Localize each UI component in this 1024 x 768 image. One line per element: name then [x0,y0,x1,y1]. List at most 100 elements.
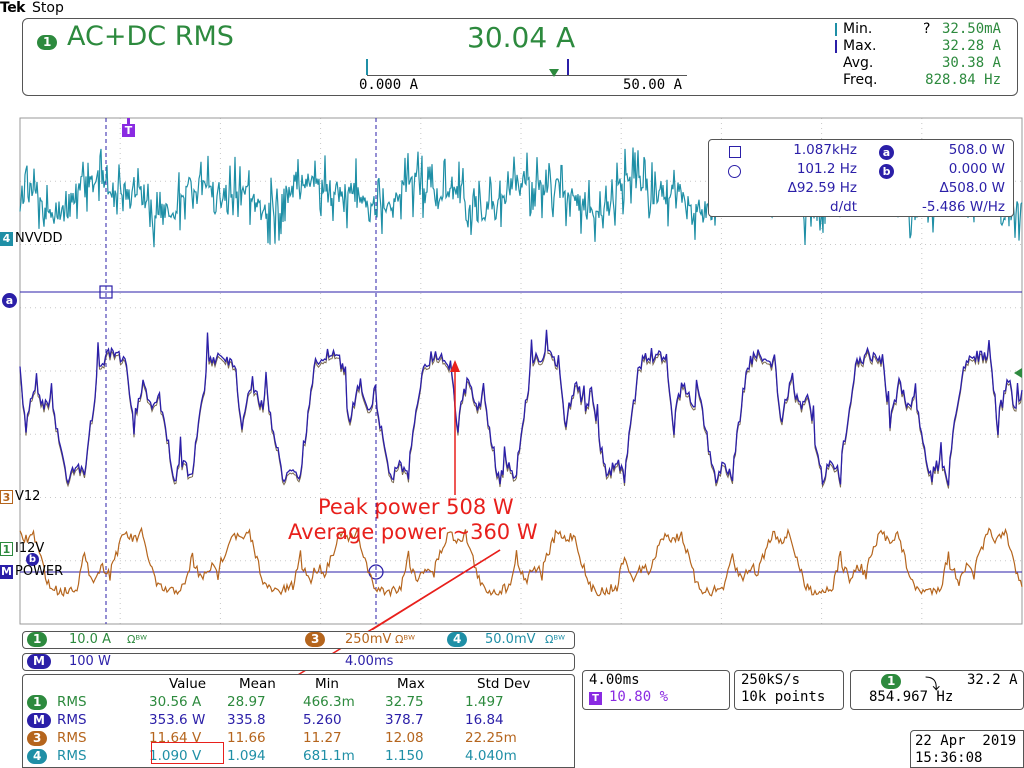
row-channel-badge: 4 [27,749,48,764]
table-cell: 4.040m [465,748,517,764]
trigger-ch-badge: 1 [881,674,902,689]
cursor-left-value: Δ92.59 Hz [787,180,857,196]
stat-label: Freq. [843,72,878,88]
math-power-trace [19,329,1023,486]
cursor-right-value: 508.0 W [948,142,1005,158]
table-cell: 335.8 [227,712,266,728]
ch1-name: I12V [15,541,45,556]
table-cell: 1.090 V [149,748,202,764]
math-badge: M [0,565,13,579]
peak-arrow-head-icon [450,360,460,372]
scale-ch1-suffix: Ωᴮᵂ [127,633,148,646]
cursor-right-value: 0.000 W [948,161,1005,177]
measurement-header-panel[interactable]: 1 AC+DC RMS 30.04 A 0.000 A 50.00 A Min.… [22,18,1018,96]
trigger-pos-icon: T [589,692,602,705]
row-channel-badge: M [27,713,51,728]
cursor-a-square-icon [99,285,113,299]
record-length: 10k points [741,689,826,705]
row-channel-badge: 3 [27,731,48,746]
vertical-scale-panel[interactable]: 1 10.0 A Ωᴮᵂ 3 250mV Ωᴮᵂ 4 50.0mV Ωᴮᵂ [22,631,575,649]
acquisition-state: Stop [32,0,64,16]
scale-math-badge: M [27,654,51,669]
ch3-v12-trace [19,526,1023,598]
row-type: RMS [57,730,87,746]
scale-ch3-suffix: Ωᴮᵂ [395,633,416,646]
ch3-label[interactable]: 3 V12 [0,489,40,505]
math-power-shadow-trace [19,332,1023,489]
row-type: RMS [57,748,87,764]
table-header-cell: Mean [239,676,276,692]
table-cell: 5.260 [303,712,342,728]
table-cell: 11.66 [227,730,266,746]
table-cell: 1.150 [385,748,424,764]
table-cell: 16.84 [465,712,504,728]
math-label[interactable]: M POWER [0,564,63,580]
table-cell: 681.1m [303,748,355,764]
ch1-badge: 1 [0,542,13,556]
waveform-display[interactable] [0,100,1024,630]
scale-ch4-suffix: Ωᴮᵂ [545,633,566,646]
table-cell: 466.3m [303,694,355,710]
cursor-b-channel-badge: b [26,553,39,566]
cursor-right-value: Δ508.0 W [939,180,1005,196]
table-header-cell: Min [315,676,339,692]
math-name: POWER [15,564,64,579]
horizontal-panel[interactable]: 4.00ms T 10.80 % [582,670,730,710]
scale-math-value: 100 W [69,654,111,669]
right-edge-marker-icon [1014,368,1022,378]
acquisition-panel[interactable]: 250kS/s 10k points [734,670,844,710]
tek-logo: Tek [0,0,26,16]
ch3-badge: 3 [0,490,13,504]
table-header-cell: Max [397,676,425,692]
stat-row: Min.? 32.50mA [843,21,1013,38]
time-value: 15:36:08 [915,750,983,766]
falling-edge-icon: ⤵ [925,675,941,693]
trigger-panel[interactable]: 1 ⤵ 32.2 A 854.967 Hz [850,670,1024,710]
cursor-b-badge: b [879,164,894,179]
table-cell: 378.7 [385,712,424,728]
scale-ch3-badge: 3 [305,632,326,647]
math-scale-panel[interactable]: M 100 W 4.00ms [22,653,575,671]
table-cell: 28.97 [227,694,266,710]
datetime-panel: 22 Apr 2019 15:36:08 [910,730,1024,768]
table-cell: 1.094 [227,748,266,764]
ch1-label[interactable]: 1 I12V [0,541,44,557]
ch3-name: V12 [15,489,41,504]
scale-ch1-value: 10.0 A [69,632,111,647]
measurement-table[interactable]: Value Mean Min Max Std Dev 1 RMS 30.56 A 28.97 4… [22,674,575,768]
meas-scale-bar [367,69,687,76]
sample-rate: 250kS/s [741,672,801,688]
timebase-value: 4.00ms [589,672,640,688]
stat-value: 828.84 Hz [925,72,1001,88]
table-header-cell: Std Dev [477,676,531,692]
scale-ch4-value: 50.0mV [485,632,536,647]
row-type: RMS [57,712,87,728]
ch4-badge: 4 [0,232,13,246]
scale-ch4-badge: 4 [447,632,468,647]
row-channel-badge: 1 [27,695,48,710]
highlight-box [151,742,224,764]
stat-label: Avg. [843,55,874,71]
ch4-label[interactable]: 4 NVVDD [0,231,63,247]
scale-ch1-badge: 1 [27,632,48,647]
trigger-position-marker-icon[interactable]: T [122,118,135,138]
stat-row: Freq. 828.84 Hz [843,72,1013,89]
cursor-a-badge: a [879,145,894,160]
stat-min-marker-icon [835,23,837,36]
cursor-left-value: 101.2 Hz [796,161,857,177]
stat-row: Max. 32.28 A [843,38,1013,55]
cursor-right-value: -5.486 W/Hz [922,199,1005,215]
cursor-readout-panel[interactable]: a b 1.087kHz 101.2 Hz Δ92.59 Hz d/dt 508.0 … [708,139,1014,217]
scale-min-label: 0.000 A [359,77,419,93]
table-cell: 22.25m [465,730,517,746]
stat-value: 32.28 A [941,38,1001,54]
table-cell: 353.6 W [149,712,206,728]
trigger-level: 32.2 A [967,672,1018,688]
table-header-cell: Value [169,676,207,692]
scale-math-timebase: 4.00ms [345,654,394,669]
trigger-position-value: 10.80 % [609,689,669,705]
scale-max-marker-icon [567,59,569,75]
table-cell: 32.75 [385,694,424,710]
scale-start-marker-icon [366,59,368,75]
annotation-average-power: Average power ~360 W [288,520,538,544]
